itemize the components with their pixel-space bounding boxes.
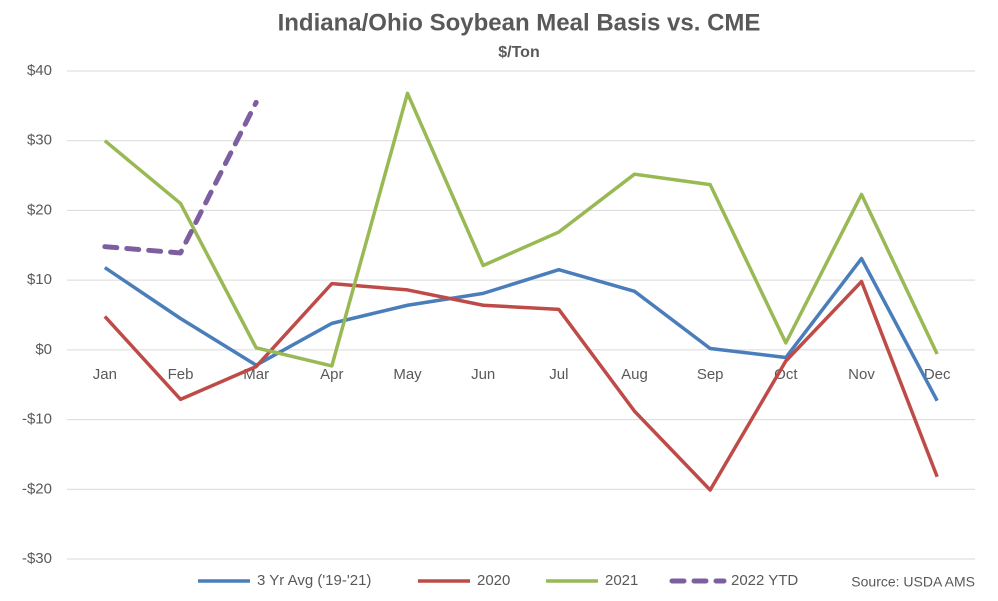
series-line <box>102 99 259 256</box>
y-tick-label: -$30 <box>22 550 52 567</box>
x-tick-label: May <box>393 366 422 383</box>
x-tick-label: Jan <box>93 366 117 383</box>
y-tick-label: $10 <box>27 271 52 288</box>
y-tick-label: $40 <box>27 62 52 79</box>
x-tick-label: Dec <box>924 366 951 383</box>
y-tick-label: -$10 <box>22 411 52 428</box>
series-line <box>103 91 939 368</box>
y-tick-label: $0 <box>35 341 52 358</box>
chart-title: Indiana/Ohio Soybean Meal Basis vs. CME <box>278 9 761 36</box>
x-tick-label: Apr <box>320 366 343 383</box>
x-tick-label: Nov <box>848 366 875 383</box>
x-tick-label: Sep <box>697 366 724 383</box>
y-tick-label: $20 <box>27 201 52 218</box>
x-tick-label: Jul <box>549 366 568 383</box>
x-tick-label: Jun <box>471 366 495 383</box>
source-note: Source: USDA AMS <box>851 574 975 590</box>
legend-label: 2021 <box>605 572 638 589</box>
x-tick-label: Feb <box>168 366 194 383</box>
series-line <box>103 279 939 492</box>
x-tick-label: Aug <box>621 366 648 383</box>
y-tick-label: -$20 <box>22 480 52 497</box>
chart-subtitle: $/Ton <box>498 44 539 61</box>
legend-label: 3 Yr Avg ('19-'21) <box>257 572 371 589</box>
y-tick-label: $30 <box>27 132 52 149</box>
legend-label: 2022 YTD <box>731 572 798 589</box>
series-line <box>103 256 939 402</box>
legend-label: 2020 <box>477 572 510 589</box>
